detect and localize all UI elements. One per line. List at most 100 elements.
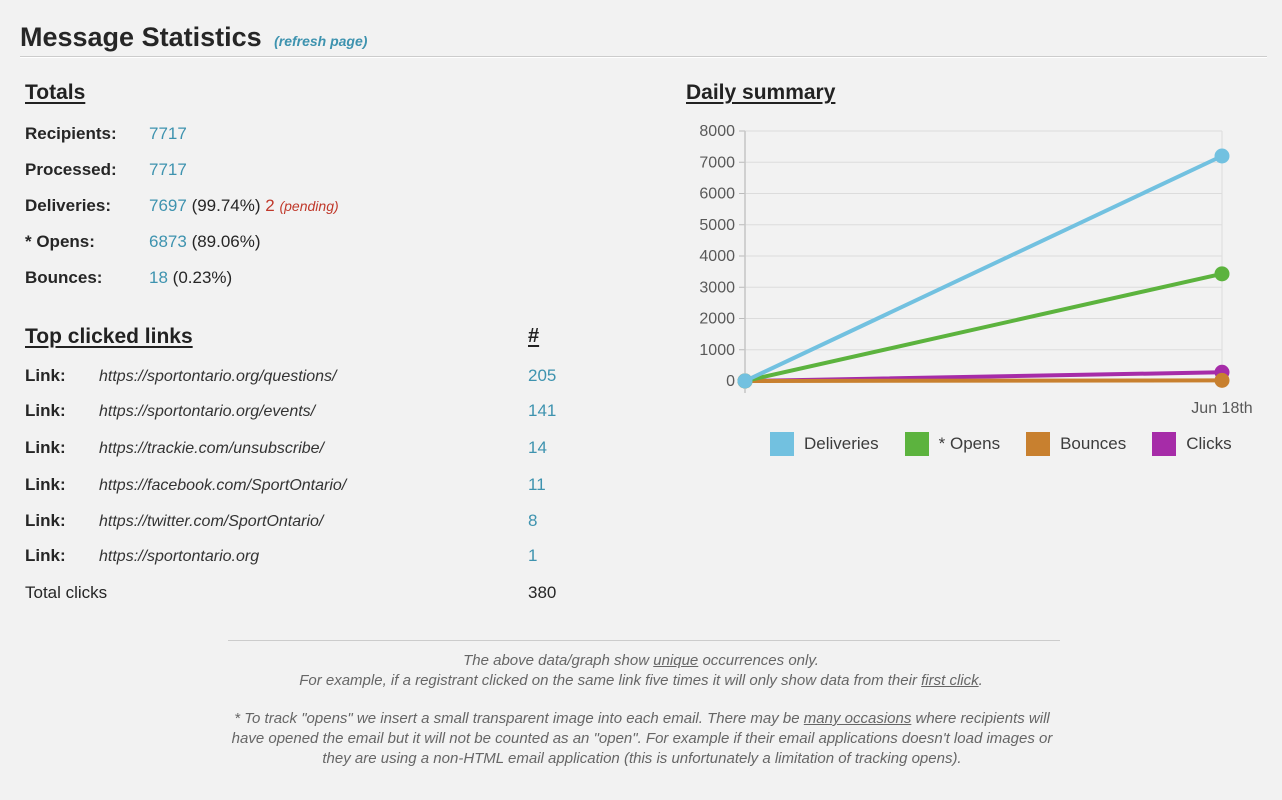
link-url: https://twitter.com/SportOntario/ (99, 513, 324, 530)
footnote-text: The above data/graph show (463, 652, 654, 669)
series-point-Deliveries (737, 373, 753, 389)
totals-row-value: 7697 (149, 196, 187, 215)
total-clicks-label: Total clicks (25, 583, 108, 602)
y-tick-label: 4000 (699, 248, 735, 265)
totals-row-percent: (0.23%) (172, 268, 233, 287)
link-row: Link: https://twitter.com/SportOntario/ 8 (25, 511, 585, 531)
series-line-Deliveries (743, 154, 1224, 383)
pending-count: 2 (265, 196, 275, 215)
totals-row-recipients: Recipients: 7717 (25, 124, 187, 144)
legend-item-deliveries: Deliveries (770, 432, 879, 456)
footnote-underline: many occasions (803, 710, 912, 727)
x-tick-label: Jun 18th (1191, 400, 1252, 417)
deliveries-swatch-icon (770, 432, 794, 456)
daily-summary-heading: Daily summary (686, 81, 836, 104)
totals-row-percent: (89.06%) (191, 232, 261, 251)
link-click-count: 14 (528, 438, 547, 457)
series-point-Deliveries (1214, 148, 1230, 164)
footnote-text: For example, if a registrant clicked on … (299, 672, 922, 689)
totals-row-value: 18 (149, 268, 168, 287)
footnote-text: * To track "opens" we insert a small tra… (234, 710, 804, 727)
link-url: https://sportontario.org/questions/ (99, 368, 337, 385)
y-tick-label: 6000 (699, 186, 735, 203)
totals-row-opens: * Opens: 6873 (89.06%) (25, 232, 261, 252)
link-row: Link: https://sportontario.org/questions/… (25, 366, 585, 386)
footnote-unique: The above data/graph show unique occurre… (161, 651, 1121, 691)
top-clicked-links-heading: Top clicked links (25, 325, 193, 348)
totals-row-processed: Processed: 7717 (25, 160, 187, 180)
footnote-underline: first click (921, 672, 979, 689)
link-row-label: Link: (25, 475, 66, 494)
daily-summary-chart: 0 1000 2000 3000 4000 5000 6000 7000 8000 Jun 18t… (678, 119, 1282, 419)
totals-row-value: 7717 (149, 160, 187, 179)
totals-row-label: Processed: (25, 160, 117, 179)
link-url: https://facebook.com/SportOntario/ (99, 477, 347, 494)
refresh-page-link[interactable]: (refresh page) (274, 33, 368, 49)
totals-row-value: 7717 (149, 124, 187, 143)
y-tick-label: 1000 (699, 342, 735, 359)
y-tick-label: 7000 (699, 154, 735, 171)
link-click-count: 205 (528, 366, 557, 385)
title-divider (20, 56, 1267, 58)
totals-row-bounces: Bounces: 18 (0.23%) (25, 268, 232, 288)
footnote-text: where recipients will have opened the em… (231, 710, 1053, 767)
link-click-count: 141 (528, 401, 557, 420)
link-click-count: 1 (528, 546, 538, 565)
footer-divider (228, 640, 1060, 641)
y-tick-label: 0 (726, 373, 735, 390)
footnote-text: . (978, 672, 983, 689)
legend-item-clicks: Clicks (1152, 432, 1232, 456)
bounces-swatch-icon (1026, 432, 1051, 456)
legend-item-bounces: Bounces (1026, 432, 1126, 456)
link-row-label: Link: (25, 366, 66, 385)
count-column-header: # (528, 325, 540, 347)
link-click-count: 11 (528, 475, 546, 494)
link-row: Link: https://sportontario.org 1 (25, 546, 585, 566)
page-header: Message Statistics (refresh page) (20, 22, 367, 53)
link-url: https://sportontario.org/events/ (99, 403, 316, 420)
footnote-text: occurrences only. (698, 652, 819, 669)
totals-row-deliveries: Deliveries: 7697 (99.74%) 2 (pending) (25, 196, 339, 216)
series-point-* Opens (1214, 266, 1230, 282)
link-row-label: Link: (25, 438, 66, 457)
link-click-count: 8 (528, 511, 538, 530)
footnote-underline: unique (653, 652, 699, 669)
series-line-* Opens (743, 271, 1224, 383)
legend-label: Bounces (1060, 434, 1127, 453)
opens-swatch-icon (904, 432, 929, 456)
footnote-opens: * To track "opens" we insert a small tra… (222, 709, 1062, 769)
link-row-label: Link: (25, 511, 66, 530)
totals-row-percent: (99.74%) (191, 196, 261, 215)
page-title: Message Statistics (20, 22, 262, 52)
total-clicks-value: 380 (528, 583, 557, 602)
totals-row-label: Recipients: (25, 124, 117, 143)
total-clicks-row: Total clicks 380 (25, 583, 585, 603)
totals-heading: Totals (25, 81, 86, 104)
series-line-Bounces (743, 378, 1224, 383)
link-row: Link: https://sportontario.org/events/ 14… (25, 401, 585, 421)
totals-row-value: 6873 (149, 232, 187, 251)
link-row: Link: https://facebook.com/SportOntario/ … (25, 475, 585, 495)
line-chart: 0 1000 2000 3000 4000 5000 6000 7000 8000 Jun 18t… (699, 123, 1252, 417)
chart-legend: Deliveries * Opens Bounces Clicks (770, 432, 1258, 456)
clicks-swatch-icon (1152, 432, 1177, 456)
legend-item-opens: * Opens (904, 432, 1001, 456)
y-tick-label: 3000 (699, 279, 735, 296)
link-url: https://trackie.com/unsubscribe/ (99, 440, 324, 457)
legend-label: * Opens (938, 434, 1001, 453)
series-point-Bounces (1214, 372, 1230, 388)
totals-row-label: Bounces: (25, 268, 103, 287)
link-row-label: Link: (25, 546, 66, 565)
y-tick-label: 8000 (699, 123, 735, 140)
totals-row-label: Deliveries: (25, 196, 111, 215)
pending-note: (pending) (279, 198, 339, 214)
y-tick-label: 2000 (699, 311, 735, 328)
link-url: https://sportontario.org (99, 548, 260, 565)
totals-row-label: * Opens: (25, 232, 95, 251)
link-row: Link: https://trackie.com/unsubscribe/ 14 (25, 438, 585, 458)
legend-label: Clicks (1186, 434, 1232, 453)
link-row-label: Link: (25, 401, 66, 420)
y-tick-label: 5000 (699, 217, 735, 234)
legend-label: Deliveries (804, 434, 879, 453)
